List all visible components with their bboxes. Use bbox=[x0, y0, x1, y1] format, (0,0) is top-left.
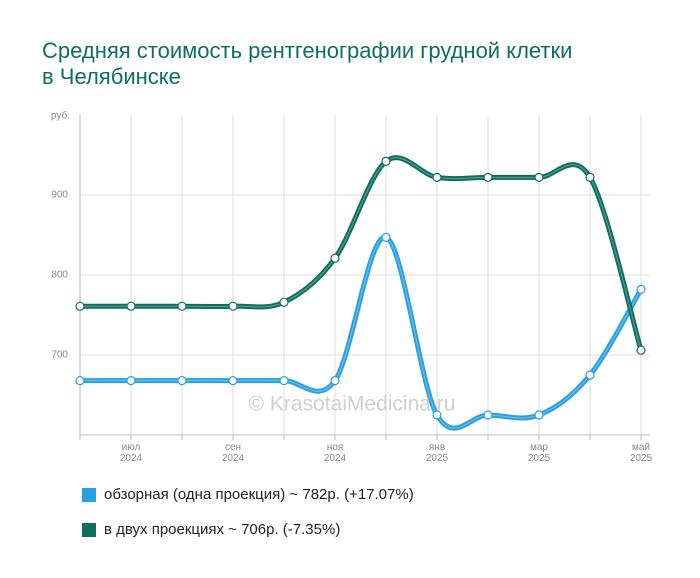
point bbox=[585, 370, 595, 380]
series-line-highlight bbox=[80, 157, 642, 351]
point bbox=[75, 301, 85, 311]
legend-label: обзорная (одна проекция) ~ 782р. (+17.07… bbox=[104, 486, 414, 503]
point bbox=[126, 301, 136, 311]
point bbox=[483, 172, 493, 182]
legend-swatch bbox=[82, 522, 96, 537]
point bbox=[126, 376, 136, 386]
point bbox=[279, 376, 289, 386]
legend-swatch bbox=[82, 487, 96, 502]
point bbox=[432, 410, 442, 420]
x-tick-label: ноя 2024 bbox=[323, 442, 347, 464]
legend-label: в двух проекциях ~ 706р. (-7.35%) bbox=[104, 521, 341, 538]
point bbox=[636, 345, 646, 355]
point bbox=[483, 410, 493, 420]
point bbox=[534, 410, 544, 420]
point bbox=[534, 172, 544, 182]
y-tick-label: 900 bbox=[51, 190, 68, 201]
legend-item: обзорная (одна проекция) ~ 782р. (+17.07… bbox=[82, 486, 414, 503]
point bbox=[381, 232, 391, 242]
point bbox=[279, 297, 289, 307]
y-tick-label: 800 bbox=[51, 270, 68, 281]
point bbox=[330, 253, 340, 263]
point bbox=[330, 376, 340, 386]
x-tick-label: сен 2024 bbox=[221, 442, 245, 464]
point bbox=[228, 376, 238, 386]
x-tick-label: июл 2024 bbox=[119, 442, 143, 464]
x-tick-label: май 2025 bbox=[629, 442, 653, 464]
y-tick-label: 700 bbox=[51, 350, 68, 361]
y-axis-label: руб. bbox=[51, 110, 70, 122]
point bbox=[585, 172, 595, 182]
series-line bbox=[80, 155, 644, 351]
x-tick-label: мар 2025 bbox=[527, 442, 551, 464]
legend-item: в двух проекциях ~ 706р. (-7.35%) bbox=[82, 521, 340, 538]
x-tick-label: янв 2025 bbox=[425, 442, 449, 464]
point bbox=[177, 376, 187, 386]
point bbox=[381, 156, 391, 166]
watermark: © KrasotaiMedicina.ru bbox=[249, 393, 456, 416]
point bbox=[177, 301, 187, 311]
point bbox=[228, 301, 238, 311]
point bbox=[432, 172, 442, 182]
point bbox=[75, 376, 85, 386]
series bbox=[80, 155, 644, 351]
point bbox=[636, 284, 646, 294]
chart-title: Средняя стоимость рентгенографии грудной… bbox=[42, 38, 573, 89]
